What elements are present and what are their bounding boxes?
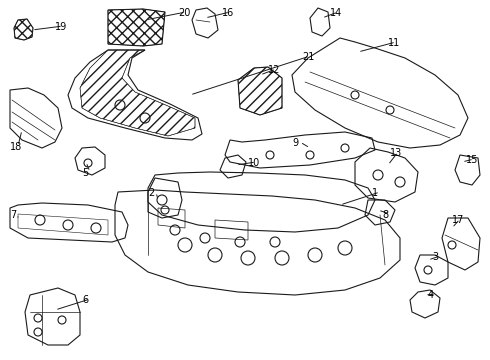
- Text: 3: 3: [432, 252, 438, 262]
- Text: 2: 2: [148, 188, 154, 198]
- Text: 11: 11: [388, 38, 400, 48]
- Text: 20: 20: [178, 8, 191, 18]
- Text: 5: 5: [82, 168, 88, 178]
- Text: 13: 13: [390, 148, 402, 158]
- Text: 9: 9: [292, 138, 298, 148]
- Text: 21: 21: [302, 52, 315, 62]
- Text: 14: 14: [330, 8, 342, 18]
- Text: 7: 7: [10, 210, 16, 220]
- Text: 4: 4: [428, 290, 434, 300]
- Text: 1: 1: [372, 188, 378, 198]
- Text: 8: 8: [382, 210, 388, 220]
- Text: 15: 15: [466, 155, 478, 165]
- Text: 18: 18: [10, 142, 22, 152]
- Text: 6: 6: [82, 295, 88, 305]
- Text: 19: 19: [55, 22, 67, 32]
- Text: 16: 16: [222, 8, 234, 18]
- Text: 12: 12: [268, 65, 280, 75]
- Text: 10: 10: [248, 158, 260, 168]
- Text: 17: 17: [452, 215, 465, 225]
